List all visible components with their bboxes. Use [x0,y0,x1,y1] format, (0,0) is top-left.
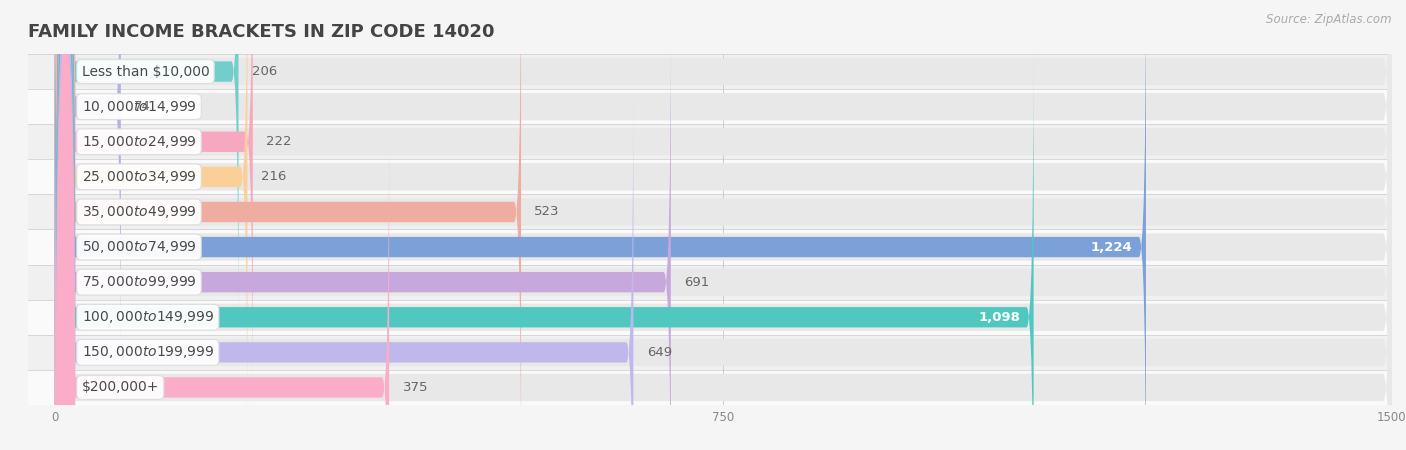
Text: $75,000 to $99,999: $75,000 to $99,999 [82,274,197,290]
Bar [28,54,1392,89]
FancyBboxPatch shape [55,0,253,412]
Text: $200,000+: $200,000+ [82,380,159,395]
FancyBboxPatch shape [55,12,671,450]
FancyBboxPatch shape [55,0,121,377]
Text: 1,224: 1,224 [1091,241,1133,253]
Text: $10,000 to $14,999: $10,000 to $14,999 [82,99,197,115]
Text: 691: 691 [685,276,710,288]
Text: 649: 649 [647,346,672,359]
Text: Source: ZipAtlas.com: Source: ZipAtlas.com [1267,14,1392,27]
Text: 523: 523 [534,206,560,218]
Text: $50,000 to $74,999: $50,000 to $74,999 [82,239,197,255]
FancyBboxPatch shape [55,0,1392,450]
Circle shape [56,0,75,423]
FancyBboxPatch shape [55,82,633,450]
Bar [28,159,1392,194]
Bar [28,370,1392,405]
Text: 375: 375 [402,381,427,394]
Text: 216: 216 [260,171,287,183]
FancyBboxPatch shape [55,0,1392,409]
Bar [28,89,1392,124]
Text: $100,000 to $149,999: $100,000 to $149,999 [82,309,214,325]
Text: FAMILY INCOME BRACKETS IN ZIP CODE 14020: FAMILY INCOME BRACKETS IN ZIP CODE 14020 [28,23,495,41]
Circle shape [56,0,75,450]
Circle shape [56,0,75,450]
Circle shape [56,0,75,450]
Text: Less than $10,000: Less than $10,000 [82,64,209,79]
FancyBboxPatch shape [55,0,1392,450]
Text: 1,098: 1,098 [979,311,1021,324]
Bar [28,265,1392,300]
Circle shape [56,0,75,450]
FancyBboxPatch shape [55,0,239,342]
FancyBboxPatch shape [55,47,1033,450]
FancyBboxPatch shape [55,117,389,450]
Bar [28,230,1392,265]
Circle shape [56,36,75,450]
FancyBboxPatch shape [55,0,1146,450]
Text: 206: 206 [252,65,277,78]
Text: $25,000 to $34,999: $25,000 to $34,999 [82,169,197,185]
Text: 222: 222 [266,135,291,148]
FancyBboxPatch shape [55,0,1392,450]
FancyBboxPatch shape [55,50,1392,450]
FancyBboxPatch shape [55,0,247,447]
Bar [28,335,1392,370]
FancyBboxPatch shape [55,15,1392,450]
FancyBboxPatch shape [55,0,1392,450]
Circle shape [56,0,75,450]
Circle shape [56,0,75,450]
Bar [28,194,1392,230]
Bar [28,300,1392,335]
Text: $35,000 to $49,999: $35,000 to $49,999 [82,204,197,220]
FancyBboxPatch shape [55,0,522,450]
Circle shape [56,0,75,450]
FancyBboxPatch shape [55,0,1392,450]
FancyBboxPatch shape [55,0,1392,444]
Text: $15,000 to $24,999: $15,000 to $24,999 [82,134,197,150]
Circle shape [56,1,75,450]
Bar [28,124,1392,159]
Text: $150,000 to $199,999: $150,000 to $199,999 [82,344,214,360]
FancyBboxPatch shape [55,0,1392,450]
Text: 74: 74 [134,100,150,113]
